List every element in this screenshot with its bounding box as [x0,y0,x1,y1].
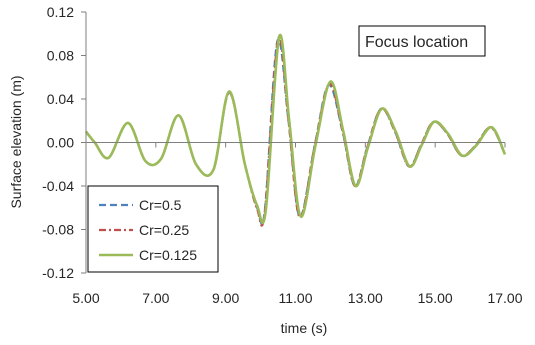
x-tick-label: 5.00 [72,290,99,306]
series-line-3 [84,33,507,225]
legend-label-2: Cr=0.25 [139,222,189,238]
x-tick-label: 11.00 [279,290,313,306]
x-tick-labels: 5.00 7.00 9.00 11.00 13.00 15.00 17.00 [72,290,522,306]
y-tick-labels: 0.12 0.08 0.04 0.00 -0.04 -0.08 -0.12 [42,4,74,281]
x-tick-label: 17.00 [487,290,522,306]
legend-label-1: Cr=0.5 [139,197,182,213]
annotation-text: Focus location [365,34,468,51]
y-tick-label: 0.12 [47,4,74,20]
legend: Cr=0.5 Cr=0.25 Cr=0.125 [87,185,219,273]
legend-label-3: Cr=0.125 [139,247,197,263]
x-axis-title: time (s) [281,320,328,336]
y-tick-label: -0.08 [42,222,74,238]
x-tick-label: 13.00 [348,290,383,306]
y-axis-title: Surface elevation (m) [8,75,24,208]
y-tick-label: 0.00 [47,135,74,151]
x-tick-label: 9.00 [212,290,239,306]
y-tick-label: -0.04 [42,178,74,194]
x-tick-label: 15.00 [418,290,453,306]
annotation-box: Focus location [358,25,486,57]
y-tick-label: 0.08 [47,48,74,64]
x-tick-label: 7.00 [142,290,169,306]
y-tick-label: 0.04 [47,91,74,107]
y-tick-label: -0.12 [42,265,74,281]
series-layer [84,33,507,227]
